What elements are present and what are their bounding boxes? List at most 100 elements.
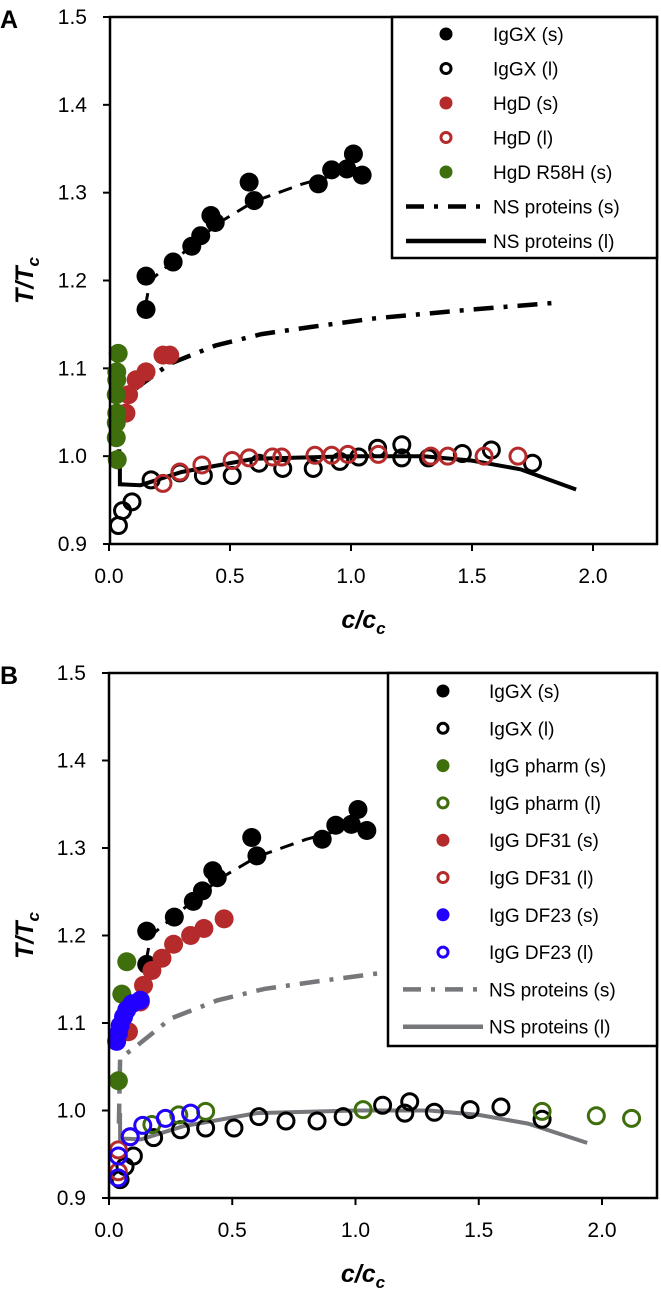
data-point [169, 1105, 189, 1125]
data-point [307, 1111, 327, 1131]
data-point [106, 428, 126, 448]
data-point [214, 909, 234, 929]
x-tick-label: 1.0 [341, 1219, 370, 1242]
data-point [207, 868, 227, 888]
data-point [333, 1107, 353, 1127]
axes-frame [108, 15, 659, 546]
x-axis-title-sub: c [376, 619, 386, 638]
legend-entry: IgGX (s) [439, 25, 564, 46]
data-point [353, 1100, 373, 1120]
legend-entry: IgG pharm (s) [436, 757, 606, 778]
data-point [136, 362, 156, 382]
data-point [272, 447, 292, 467]
data-point [130, 990, 150, 1010]
data-point [106, 385, 126, 405]
x-tick-label: 0.5 [218, 1219, 247, 1242]
data-point [392, 448, 412, 468]
legend-entry: NS proteins (s) [406, 198, 620, 219]
y-tick-label: 1.3 [58, 182, 87, 205]
series-points [107, 990, 150, 1051]
x-tick-label: 0.5 [215, 565, 244, 588]
legend-marker [439, 96, 453, 110]
legend-entry: IgG pharm (l) [436, 794, 601, 815]
data-point [308, 174, 328, 194]
data-point [244, 191, 264, 211]
legend-marker [436, 721, 450, 735]
data-point [326, 815, 346, 835]
legend-marker [439, 62, 453, 75]
y-tick-label: 1.1 [58, 357, 87, 380]
x-axis-title-sub: c [376, 1273, 386, 1291]
data-point [108, 1146, 128, 1166]
data-point [117, 952, 137, 972]
data-point [400, 1092, 420, 1112]
data-point [152, 948, 172, 968]
x-tick-label: 0.0 [94, 1219, 123, 1242]
data-point [491, 1097, 511, 1117]
data-point [341, 814, 361, 834]
data-point [392, 435, 412, 455]
x-tick-label: 2.0 [578, 565, 607, 588]
data-point [136, 266, 156, 286]
x-tick-label: 1.5 [464, 1219, 493, 1242]
legend-marker [436, 796, 450, 810]
series-line [117, 454, 577, 492]
data-point [107, 450, 127, 470]
series-points [110, 1092, 552, 1190]
series-points [106, 343, 128, 470]
data-point [155, 1108, 175, 1128]
data-point [120, 1127, 140, 1147]
legend-marker [439, 165, 453, 179]
data-point [532, 1101, 552, 1121]
data-point [181, 1103, 201, 1123]
data-point [144, 1128, 164, 1148]
legend-marker [436, 908, 450, 922]
series-points [153, 444, 528, 493]
data-point [122, 492, 142, 512]
data-point [107, 370, 127, 390]
plot-area [106, 144, 577, 536]
data-point [108, 1140, 128, 1160]
legend-label: NS proteins (l) [489, 1018, 610, 1039]
series-points [116, 345, 180, 423]
legend-label: NS proteins (l) [493, 232, 614, 253]
panel-b: B 0.9 1.0 1.1 1.2 1.3 1.4 1.5 0.0 0.5 1.0 1.5 2.0 c/… [0, 662, 659, 1291]
legend: IgGX (s) IgGX (l) IgG pharm (s) IgG pharm (… [386, 671, 659, 1048]
data-point [263, 447, 283, 467]
data-point [193, 465, 213, 485]
plot-area [107, 800, 642, 1190]
y-tick-label: 1.2 [58, 270, 87, 293]
data-point [368, 438, 388, 458]
x-axis-title-main: c/c [341, 1260, 376, 1288]
legend-label: HgD (l) [493, 129, 553, 150]
data-point [343, 144, 363, 164]
data-point [192, 881, 212, 901]
data-point [352, 165, 372, 185]
y-tick-label: 0.9 [58, 533, 87, 556]
legend-marker [436, 759, 450, 773]
data-point [164, 934, 184, 954]
series-line [118, 1108, 588, 1145]
series-points [142, 1100, 642, 1134]
y-axis-title-sub: c [24, 911, 43, 921]
data-point [395, 1103, 415, 1123]
data-point [348, 800, 368, 819]
series-points [136, 144, 372, 319]
legend-marker [436, 833, 450, 847]
data-point [192, 455, 212, 475]
data-point [249, 1107, 269, 1127]
y-tick-label: 1.4 [57, 750, 87, 773]
legend-entry: NS proteins (l) [406, 232, 614, 253]
data-point [349, 447, 369, 467]
legend-box [390, 15, 659, 260]
legend-label: IgG DF23 (l) [489, 943, 594, 964]
data-point [242, 828, 262, 847]
data-point [276, 1111, 296, 1131]
data-point [164, 907, 184, 927]
y-tick-label: 1.0 [57, 1100, 86, 1123]
legend-label: IgG DF23 (s) [489, 906, 599, 927]
x-axis-title-main: c/c [341, 606, 376, 634]
y-tick-label: 1.4 [58, 94, 88, 117]
data-point [163, 252, 183, 272]
data-point [460, 1100, 480, 1120]
